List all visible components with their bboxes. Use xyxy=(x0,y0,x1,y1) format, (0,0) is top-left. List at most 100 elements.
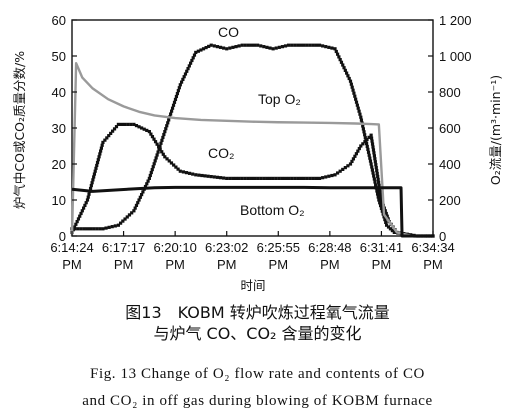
data-point xyxy=(132,209,136,213)
data-point xyxy=(330,173,334,178)
data-point xyxy=(163,155,167,159)
data-point xyxy=(150,168,154,172)
x-tick-label: 6:34:34 PM xyxy=(411,240,454,272)
data-point xyxy=(137,125,141,129)
data-point xyxy=(167,159,171,163)
data-point xyxy=(201,47,206,51)
left-tick-label: 50 xyxy=(52,49,66,64)
data-point xyxy=(390,229,394,233)
data-point xyxy=(167,118,171,122)
data-point xyxy=(366,147,370,151)
data-point xyxy=(99,149,103,153)
data-point xyxy=(76,217,81,221)
data-point xyxy=(79,211,83,216)
data-point xyxy=(365,144,369,149)
data-point xyxy=(187,64,191,68)
data-point xyxy=(141,190,145,194)
data-point xyxy=(88,227,93,231)
data-point xyxy=(338,58,342,62)
x-tick-label: 6:20:10 PM xyxy=(153,240,196,272)
data-point xyxy=(101,140,105,144)
data-point xyxy=(152,162,156,166)
data-point xyxy=(237,44,241,48)
data-point xyxy=(293,176,297,180)
data-point xyxy=(140,193,144,197)
data-point xyxy=(228,176,232,180)
data-point xyxy=(76,227,80,231)
data-point xyxy=(337,55,341,59)
data-point xyxy=(345,71,349,75)
right-tick-label: 1 000 xyxy=(439,49,472,64)
data-point xyxy=(339,60,344,64)
data-point xyxy=(105,136,109,140)
data-point xyxy=(116,122,121,126)
data-point xyxy=(366,150,371,154)
data-point xyxy=(161,135,165,140)
data-point xyxy=(354,152,358,156)
y-axis-left-title: 炉气中CO或CO₂质量分数/% xyxy=(12,51,27,209)
data-point xyxy=(283,44,288,48)
data-point xyxy=(125,215,129,219)
series-label-co2: CO₂ xyxy=(208,145,234,161)
data-point xyxy=(113,224,117,228)
data-point xyxy=(225,47,229,51)
data-point xyxy=(308,176,312,180)
x-axis-title: 时间 xyxy=(240,278,265,293)
data-point xyxy=(377,183,381,187)
data-point xyxy=(145,128,149,132)
data-point xyxy=(197,173,201,177)
data-point xyxy=(148,173,152,178)
data-point xyxy=(143,184,148,189)
series-co2 xyxy=(70,122,435,238)
data-point xyxy=(348,79,353,83)
data-point xyxy=(358,112,362,116)
x-tick-label: 6:28:48 PM xyxy=(308,240,351,272)
data-point xyxy=(114,125,119,129)
data-point xyxy=(129,122,133,126)
data-point xyxy=(380,209,384,213)
data-point xyxy=(134,124,139,128)
data-point xyxy=(365,141,369,146)
data-point xyxy=(176,167,180,171)
caption-en-line1: Fig. 13 Change of O₂ flow rate and conte… xyxy=(90,366,425,382)
right-tick-label: 400 xyxy=(439,157,461,172)
data-point xyxy=(249,176,254,180)
data-point xyxy=(359,144,363,148)
data-point xyxy=(321,44,325,48)
data-point xyxy=(367,153,371,157)
data-point xyxy=(174,94,179,99)
data-point xyxy=(190,58,194,63)
data-point xyxy=(172,163,176,167)
left-tick-label: 20 xyxy=(52,157,66,172)
data-point xyxy=(199,48,203,52)
data-point xyxy=(302,43,306,47)
data-point xyxy=(240,176,244,180)
data-point xyxy=(385,214,389,218)
data-point xyxy=(94,166,98,170)
data-point xyxy=(359,115,363,119)
data-point xyxy=(204,46,208,50)
data-point xyxy=(147,130,151,134)
data-point xyxy=(194,50,198,54)
data-point xyxy=(371,171,375,175)
data-point xyxy=(172,100,177,104)
data-point xyxy=(150,135,155,139)
data-point xyxy=(271,47,275,51)
data-point xyxy=(274,176,278,180)
data-point xyxy=(96,158,100,162)
data-point xyxy=(153,159,157,163)
data-point xyxy=(130,211,134,215)
data-point xyxy=(103,138,107,142)
data-point xyxy=(341,63,345,67)
data-point xyxy=(90,181,94,185)
data-point xyxy=(99,146,103,150)
data-point xyxy=(252,43,257,47)
data-point xyxy=(352,91,356,95)
data-point xyxy=(231,176,235,180)
data-point xyxy=(149,132,153,136)
data-point xyxy=(100,143,104,147)
data-point xyxy=(353,94,357,98)
data-point xyxy=(212,44,216,48)
data-point xyxy=(346,164,350,168)
left-tick-label: 60 xyxy=(52,13,66,28)
